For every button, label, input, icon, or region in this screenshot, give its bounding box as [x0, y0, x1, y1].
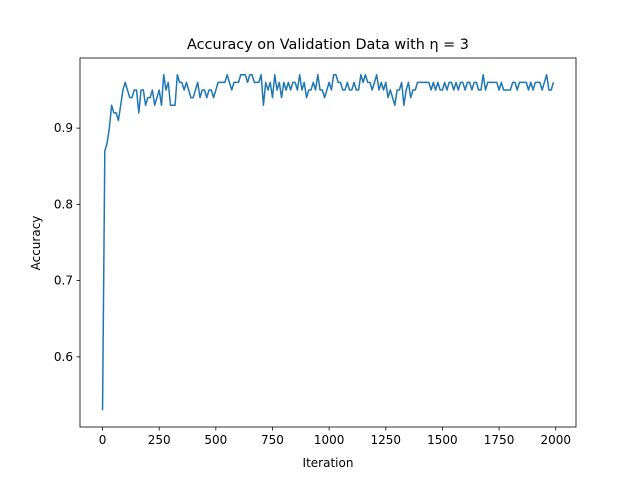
- x-tick-label: 750: [261, 433, 284, 447]
- y-tick-label: 0.8: [54, 197, 73, 211]
- y-tick-label: 0.7: [54, 274, 73, 288]
- data-line: [101, 74, 555, 411]
- y-tick-label: 0.9: [54, 121, 73, 135]
- y-tick-label: 0.6: [54, 350, 73, 364]
- x-axis-label: Iteration: [303, 456, 354, 470]
- chart-title: Accuracy on Validation Data with η = 3: [187, 37, 469, 53]
- y-axis-label: Accuracy: [29, 216, 43, 271]
- x-tick-label: 2000: [540, 433, 571, 447]
- x-tick-label: 1500: [427, 433, 458, 447]
- x-tick-label: 0: [99, 433, 107, 447]
- x-tick-label: 1750: [484, 433, 515, 447]
- plot-frame: [79, 57, 577, 428]
- x-tick-label: 500: [204, 433, 227, 447]
- x-tick-label: 1250: [371, 433, 402, 447]
- x-tick-label: 1000: [314, 433, 345, 447]
- x-tick-label: 250: [148, 433, 171, 447]
